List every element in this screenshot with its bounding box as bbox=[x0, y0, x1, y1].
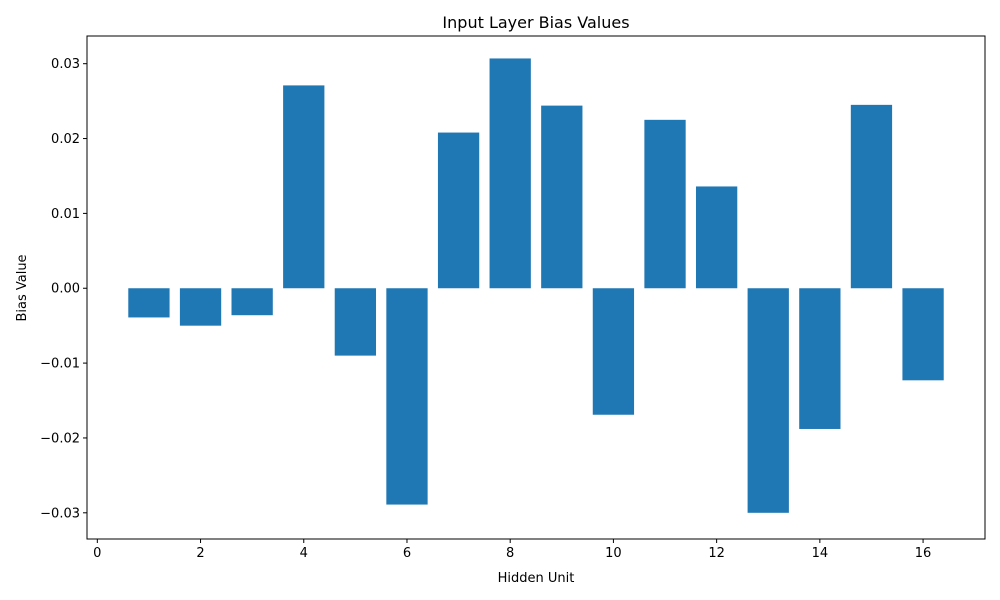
x-tick-label: 8 bbox=[506, 546, 514, 561]
bar-unit-10 bbox=[592, 288, 635, 415]
chart-title: Input Layer Bias Values bbox=[442, 13, 629, 32]
bar-unit-6 bbox=[386, 288, 428, 505]
x-tick-label: 10 bbox=[605, 546, 622, 561]
x-tick-label: 2 bbox=[196, 546, 204, 561]
bar-unit-9 bbox=[541, 105, 583, 289]
bar-unit-13 bbox=[747, 288, 789, 513]
x-tick-label: 14 bbox=[812, 546, 829, 561]
x-axis-label: Hidden Unit bbox=[498, 571, 575, 586]
bar-unit-15 bbox=[850, 104, 893, 289]
bars-group bbox=[128, 58, 944, 513]
bar-unit-3 bbox=[231, 288, 273, 316]
x-axis-ticks: 0 2 4 6 8 10 12 14 16 bbox=[93, 539, 931, 561]
y-tick-label: −0.03 bbox=[40, 506, 80, 521]
bar-unit-4 bbox=[283, 85, 325, 289]
y-tick-label: 0.03 bbox=[51, 57, 80, 72]
y-tick-label: 0.02 bbox=[51, 132, 80, 147]
bar-unit-7 bbox=[437, 132, 480, 289]
bar-unit-2 bbox=[179, 288, 222, 326]
x-tick-label: 6 bbox=[403, 546, 411, 561]
x-tick-label: 0 bbox=[93, 546, 101, 561]
bar-unit-8 bbox=[489, 58, 531, 289]
bar-unit-1 bbox=[128, 288, 170, 318]
bar-unit-16 bbox=[902, 288, 944, 381]
y-tick-label: 0.00 bbox=[51, 282, 80, 297]
x-tick-label: 12 bbox=[708, 546, 725, 561]
x-tick-label: 16 bbox=[915, 546, 932, 561]
y-tick-label: −0.02 bbox=[40, 431, 80, 446]
bar-unit-12 bbox=[695, 186, 738, 289]
y-tick-label: 0.01 bbox=[51, 207, 80, 222]
bar-unit-11 bbox=[644, 119, 686, 289]
y-tick-label: −0.01 bbox=[40, 357, 80, 372]
bar-unit-5 bbox=[334, 288, 377, 356]
y-axis-label: Bias Value bbox=[15, 254, 30, 321]
bar-unit-14 bbox=[799, 288, 841, 429]
plot-frame bbox=[86, 35, 986, 540]
y-axis-ticks: −0.03 −0.02 −0.01 0.00 0.01 0.02 0.03 bbox=[40, 57, 87, 521]
x-tick-label: 4 bbox=[300, 546, 308, 561]
